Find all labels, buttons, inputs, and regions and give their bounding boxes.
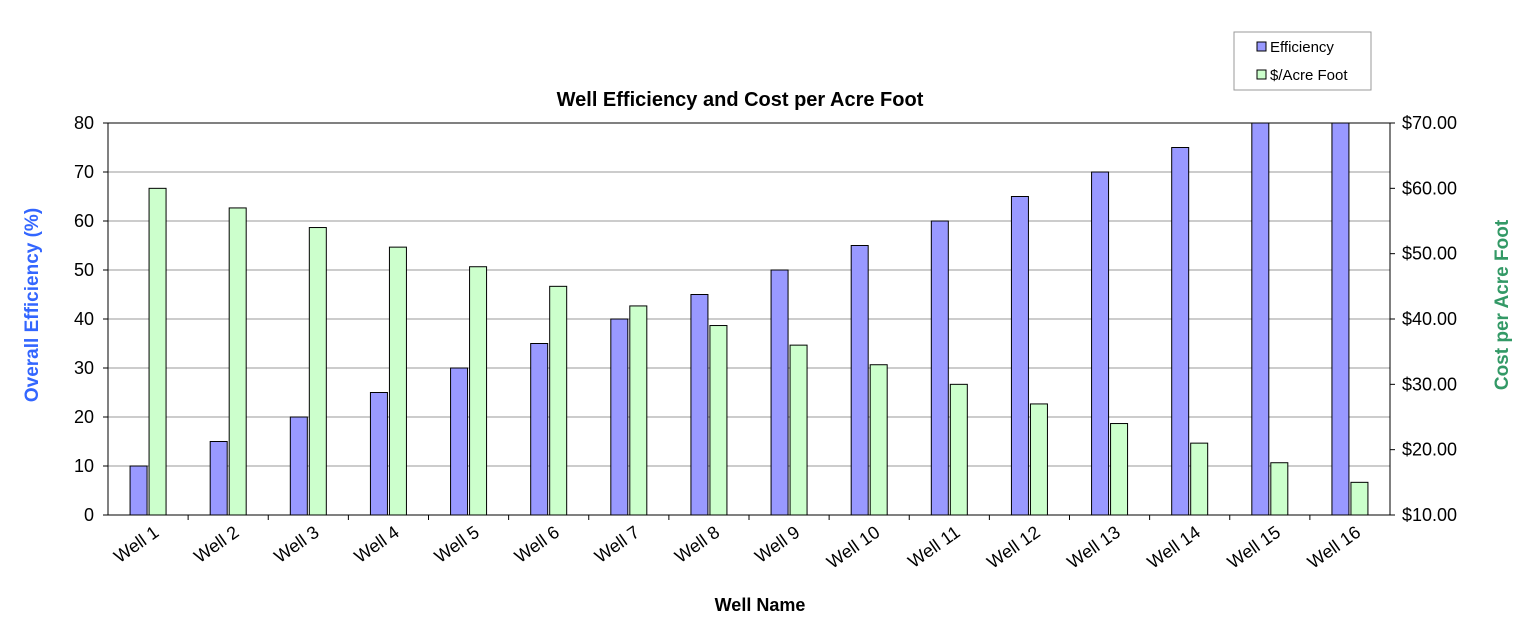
bar-cost bbox=[1029, 403, 1048, 516]
legend-label-cost: $/Acre Foot bbox=[1270, 67, 1348, 84]
x-tick-label: Well 8 bbox=[671, 522, 723, 567]
x-tick-label: Well 4 bbox=[351, 522, 403, 567]
y-tick-label: 10 bbox=[74, 456, 94, 476]
legend: Efficiency $/Acre Foot bbox=[1233, 31, 1372, 91]
chart-title: Well Efficiency and Cost per Acre Foot bbox=[557, 89, 924, 111]
bar-cost bbox=[1110, 423, 1129, 516]
x-tick-label: Well 3 bbox=[270, 522, 322, 567]
x-tick-label: Well 15 bbox=[1224, 522, 1284, 573]
y2-tick-label: $40.00 bbox=[1402, 309, 1457, 329]
legend-swatch-efficiency bbox=[1256, 41, 1267, 52]
bar-efficiency bbox=[1171, 147, 1190, 516]
x-tick-label: Well 9 bbox=[751, 522, 803, 567]
bar-cost bbox=[629, 305, 648, 516]
bar-cost bbox=[789, 344, 808, 516]
bar-cost bbox=[709, 325, 728, 516]
bar-efficiency bbox=[129, 465, 148, 516]
bar-efficiency bbox=[770, 269, 789, 516]
y2-tick-label: $60.00 bbox=[1402, 178, 1457, 198]
y-tick-label: 0 bbox=[84, 505, 94, 525]
bar-cost bbox=[1190, 442, 1209, 516]
bar-efficiency bbox=[690, 294, 709, 516]
y-tick-label: 60 bbox=[74, 211, 94, 231]
bar-cost bbox=[469, 266, 488, 516]
bar-cost bbox=[388, 246, 407, 516]
y2-tick-label: $20.00 bbox=[1402, 440, 1457, 460]
bar-efficiency bbox=[1091, 171, 1110, 516]
legend-label-efficiency: Efficiency bbox=[1270, 39, 1334, 56]
legend-swatch-cost bbox=[1256, 69, 1267, 80]
bar-efficiency bbox=[1010, 196, 1029, 516]
y2-axis-label: Cost per Acre Foot bbox=[1492, 219, 1513, 390]
bar-efficiency bbox=[530, 343, 549, 516]
bar-efficiency bbox=[450, 367, 469, 516]
bar-efficiency bbox=[850, 245, 869, 516]
bar-cost bbox=[1270, 462, 1289, 516]
y-tick-label: 70 bbox=[74, 162, 94, 182]
y2-tick-label: $50.00 bbox=[1402, 244, 1457, 264]
x-tick-label: Well 14 bbox=[1144, 522, 1204, 573]
x-tick-label: Well 5 bbox=[431, 522, 483, 567]
bar-efficiency bbox=[209, 441, 228, 516]
y-axis-left: 0 10 20 30 40 50 60 70 80 bbox=[74, 113, 108, 525]
y-tick-label: 40 bbox=[74, 309, 94, 329]
x-tick-label: Well 2 bbox=[190, 522, 242, 567]
y-tick-label: 50 bbox=[74, 260, 94, 280]
x-tick-label: Well 6 bbox=[511, 522, 563, 567]
bar-efficiency bbox=[610, 318, 629, 516]
bar-cost bbox=[148, 187, 167, 516]
y2-tick-label: $10.00 bbox=[1402, 505, 1457, 525]
bar-efficiency bbox=[930, 220, 949, 516]
x-tick-label: Well 16 bbox=[1304, 522, 1364, 573]
bar-cost bbox=[949, 383, 968, 516]
x-tick-label: Well 13 bbox=[1063, 522, 1123, 573]
x-tick-label: Well 10 bbox=[823, 522, 883, 573]
x-tick-label: Well 7 bbox=[591, 522, 643, 567]
bar-cost bbox=[549, 285, 568, 516]
y2-tick-label: $70.00 bbox=[1402, 113, 1457, 133]
bar-cost bbox=[228, 207, 247, 516]
x-axis: Well 1 Well 2 Well 3 Well 4 Well 5 Well 6 Well… bbox=[110, 515, 1364, 573]
y2-tick-label: $30.00 bbox=[1402, 374, 1457, 394]
y-axis-right: $10.00 $20.00 $30.00 $40.00 $50.00 $60.00 $70.… bbox=[1390, 113, 1457, 525]
bar-cost bbox=[1350, 481, 1369, 516]
bar-efficiency bbox=[1331, 122, 1350, 516]
y-axis-label: Overall Efficiency (%) bbox=[22, 208, 43, 402]
bar-efficiency bbox=[369, 392, 388, 516]
y-tick-label: 20 bbox=[74, 407, 94, 427]
y-tick-label: 80 bbox=[74, 113, 94, 133]
x-tick-label: Well 11 bbox=[904, 522, 963, 572]
bar-efficiency bbox=[1251, 122, 1270, 516]
bar-cost bbox=[308, 227, 327, 516]
x-tick-label: Well 1 bbox=[110, 522, 162, 567]
y-tick-label: 30 bbox=[74, 358, 94, 378]
bars bbox=[129, 122, 1369, 516]
bar-cost bbox=[869, 364, 888, 516]
x-tick-label: Well 12 bbox=[983, 522, 1043, 573]
bar-efficiency bbox=[289, 416, 308, 516]
x-axis-label: Well Name bbox=[715, 595, 806, 615]
